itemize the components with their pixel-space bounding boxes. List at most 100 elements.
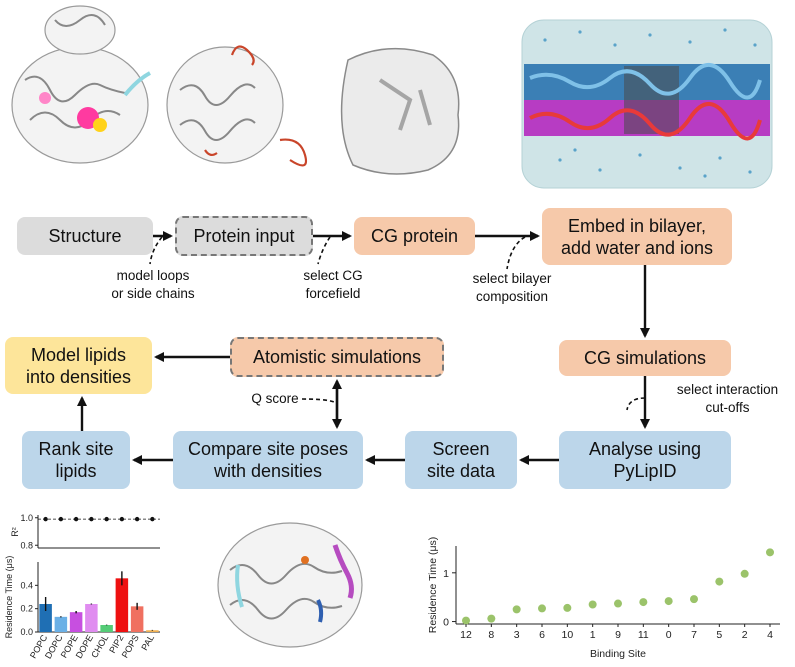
note-select-cg-forcefield: select CG forcefield	[278, 267, 388, 303]
bar-dope	[85, 604, 98, 632]
embed-bilayer-box: Embed in bilayer, add water and ions	[542, 208, 732, 265]
scatter-x-tick-label: 1	[590, 629, 596, 641]
r2-point	[150, 516, 155, 522]
bar-pops	[130, 606, 144, 632]
r2-point	[134, 516, 140, 522]
scatter-point	[538, 604, 546, 613]
analyse-label: Analyse using PyLipID	[589, 438, 701, 482]
model-line-2: into densities	[25, 366, 132, 387]
dashed-connector-forcefield	[317, 236, 331, 265]
embed-bilayer-label: Embed in bilayer, add water and ions	[561, 215, 713, 259]
bar-popc	[39, 604, 52, 632]
atomistic-simulations-box: Atomistic simulations	[230, 337, 444, 377]
r2-point	[104, 516, 109, 522]
screen-label: Screen site data	[427, 438, 495, 482]
protein-input-box: Protein input	[175, 216, 313, 256]
compare-site-poses-box: Compare site poses with densities	[173, 431, 363, 489]
note-bilayer-line-2: composition	[475, 289, 549, 304]
note-select-cutoffs: select interaction cut-offs	[660, 381, 795, 417]
rank-label: Rank site lipids	[38, 438, 113, 482]
r2-point	[73, 516, 79, 522]
scatter-point	[690, 595, 698, 604]
scatter-x-tick-label: 3	[514, 629, 520, 641]
scatter-x-tick-label: 12	[460, 629, 472, 641]
membrane-system-image	[521, 19, 773, 189]
scatter-tick-label: 0	[443, 617, 449, 629]
dashed-connector-loops	[149, 236, 163, 265]
dashed-connector-cutoffs	[626, 397, 646, 411]
protein-input-label: Protein input	[193, 226, 295, 246]
model-label: Model lipids into densities	[26, 344, 131, 388]
analyse-pylipid-box: Analyse using PyLipID	[559, 431, 731, 489]
note-cg-ff-line-2: forcefield	[305, 286, 361, 301]
note-model-loops: model loops or side chains	[88, 267, 218, 303]
protein-structure-image-2	[166, 45, 308, 167]
scatter-point	[614, 599, 622, 608]
structure-label: Structure	[48, 226, 122, 246]
scatter-point	[563, 603, 572, 612]
r2-point	[89, 516, 94, 522]
analyse-line-2: PyLipID	[613, 461, 677, 481]
cg-simulations-box: CG simulations	[559, 340, 731, 376]
compare-line-2: with densities	[213, 461, 323, 481]
bar-tick-label: 0.4	[20, 580, 33, 590]
dashed-connector-qscore	[301, 398, 337, 404]
note-qscore-label: Q score	[251, 391, 299, 406]
scatter-x-tick-label: 7	[691, 629, 697, 641]
scatter-x-tick-label: 0	[666, 629, 672, 641]
bar-pip2	[115, 578, 129, 632]
note-loops-line-2: or side chains	[111, 286, 195, 301]
compare-line-1: Compare site poses	[187, 439, 349, 459]
note-cutoff-line-2: cut-offs	[705, 400, 750, 415]
atomistic-label: Atomistic simulations	[252, 347, 422, 367]
note-q-score: Q score	[245, 390, 305, 408]
scatter-point	[639, 598, 648, 607]
screen-line-2: site data	[426, 461, 496, 481]
scatter-point	[740, 569, 749, 578]
embed-line-2: add water and ions	[560, 237, 714, 258]
scatter-x-tick-label: 10	[561, 629, 573, 641]
scatter-x-tick-label: 6	[539, 629, 545, 641]
bar-tick-label: 0.2	[20, 604, 33, 614]
note-cg-ff-line-1: select CG	[303, 268, 363, 283]
scatter-point	[715, 577, 724, 586]
structure-box: Structure	[17, 217, 153, 255]
cg-protein-box: CG protein	[354, 217, 475, 255]
scatter-point	[588, 600, 597, 609]
scatter-x-tick-label: 9	[615, 629, 621, 641]
scatter-x-tick-label: 5	[716, 629, 722, 641]
r2-tick-label: 0.8	[20, 540, 33, 550]
rank-line-1: Rank site	[38, 439, 114, 459]
scatter-point	[664, 597, 673, 606]
bar-pal	[146, 630, 159, 632]
r2-ylabel: R²	[10, 527, 20, 537]
compare-label: Compare site poses with densities	[188, 438, 348, 482]
cg-protein-label: CG protein	[370, 226, 459, 246]
model-lipids-box: Model lipids into densities	[5, 337, 152, 394]
r2-tick-label: 1.0	[20, 513, 33, 523]
note-bilayer-line-1: select bilayer	[472, 271, 552, 286]
bar-chol	[100, 625, 113, 632]
scatter-tick-label: 1	[443, 568, 449, 580]
scatter-point	[487, 614, 496, 623]
note-select-bilayer: select bilayer composition	[452, 270, 572, 306]
screen-site-data-box: Screen site data	[405, 431, 517, 489]
dashed-connector-bilayer	[506, 236, 526, 270]
analyse-line-1: Analyse using	[588, 439, 702, 459]
scatter-x-tick-label: 8	[488, 629, 494, 641]
scatter-ylabel: Residence Time (μs)	[427, 537, 439, 634]
protein-structure-image-1	[11, 5, 151, 164]
bar-tick-label: 0.0	[20, 627, 33, 637]
note-cutoff-line-1: select interaction	[676, 382, 779, 397]
rank-line-2: lipids	[55, 461, 97, 481]
protein-surface-image	[340, 47, 460, 175]
scatter-x-tick-label: 2	[742, 629, 748, 641]
scatter-x-tick-label: 11	[638, 629, 649, 641]
model-line-1: Model lipids	[30, 344, 127, 365]
cg-simulations-label: CG simulations	[583, 348, 707, 368]
rank-site-lipids-box: Rank site lipids	[22, 431, 130, 489]
